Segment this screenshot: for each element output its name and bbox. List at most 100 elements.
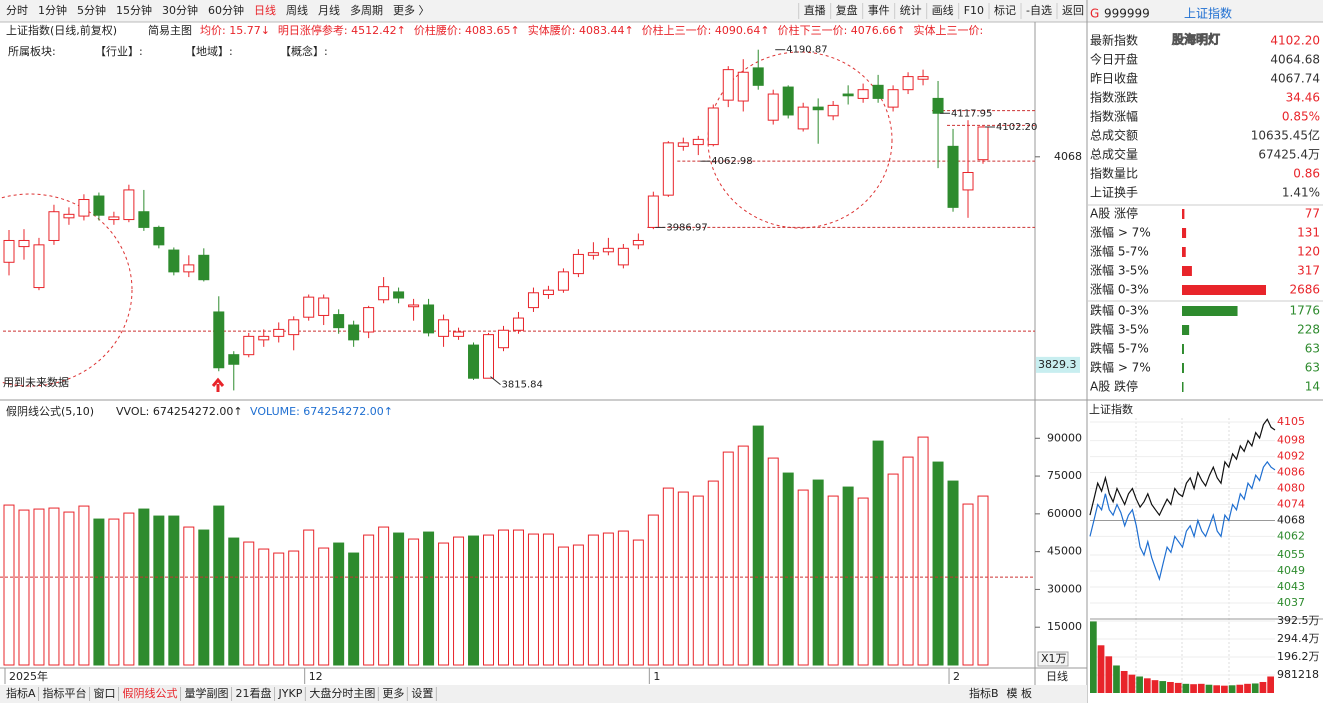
minute-line [1089, 418, 1276, 517]
bottom-tab[interactable]: 大盘分时主图 [309, 686, 375, 700]
candle-body [632, 239, 644, 246]
candle-body [857, 89, 869, 99]
minute-volume [1221, 685, 1228, 693]
period-tab[interactable]: 1分钟 [38, 3, 67, 17]
candle-body [273, 328, 285, 337]
tab-bar [0, 685, 1087, 703]
sector-label: 【概念】: [280, 44, 328, 58]
candle-body [812, 106, 824, 111]
bottom-tab[interactable]: 指标A [6, 686, 36, 700]
candle-body [527, 292, 539, 309]
candle-body [932, 97, 944, 114]
candle-body [108, 216, 120, 221]
breadth-value: 120 [1297, 245, 1320, 259]
tool-button[interactable]: 画线 [932, 3, 954, 17]
code: 999999 [1104, 7, 1150, 21]
volume-bar [662, 487, 674, 666]
volume-bar [138, 508, 150, 666]
period-tab[interactable]: 月线 [318, 3, 340, 17]
quote-value: 67425.4万 [1258, 148, 1320, 162]
price-label: 4062.98 [711, 156, 752, 167]
minute-volume [1097, 645, 1105, 693]
volume-bar [902, 456, 914, 666]
breadth-value: 77 [1305, 207, 1320, 221]
volume-bar [497, 529, 509, 666]
volume-bar [692, 495, 704, 666]
info-item: 明日涨停参考: 4512.42↑ [278, 23, 406, 37]
bottom-tab[interactable]: 假阴线公式 [123, 686, 178, 700]
breadth-label: 涨幅 5-7% [1090, 244, 1149, 259]
bottom-tab[interactable]: 更多 [382, 686, 404, 700]
period-tab[interactable]: 15分钟 [116, 3, 152, 17]
volume-bar [93, 518, 105, 666]
volume-bar [677, 491, 689, 666]
candle-body [483, 334, 495, 379]
bottom-tab[interactable]: JYKP [278, 687, 303, 700]
quote-value: 4064.68 [1270, 53, 1320, 67]
minute-volume [1251, 683, 1259, 693]
volume-bar [153, 515, 165, 666]
tool-button[interactable]: -自选 [1026, 4, 1052, 17]
candle-body [138, 211, 150, 228]
period-tab[interactable]: 60分钟 [208, 3, 244, 17]
period-tab[interactable]: 多周期 [350, 3, 383, 17]
bottom-tab[interactable]: 模 板 [1007, 686, 1033, 700]
sector-label: 【地域】: [185, 45, 233, 58]
minute-volume [1128, 674, 1136, 693]
bottom-tab[interactable]: 量学副图 [185, 686, 229, 700]
tool-button[interactable]: 事件 [868, 4, 890, 17]
candle-body [962, 171, 974, 191]
volume-bar [303, 529, 315, 666]
volume-bar [318, 547, 330, 666]
y-tick-label: 15000 [1047, 620, 1082, 633]
tool-button[interactable]: 直播 [804, 3, 826, 17]
bottom-tab[interactable]: 设置 [411, 687, 433, 700]
breadth-bar [1182, 247, 1186, 257]
breadth-value: 317 [1297, 264, 1320, 278]
bottom-tab[interactable]: 21看盘 [236, 686, 272, 700]
mode: 简易主图 [148, 23, 192, 37]
candle-body [542, 289, 554, 296]
volume-bar [258, 548, 270, 666]
volume-bar [887, 473, 899, 666]
volume-bar [333, 542, 345, 666]
tool-button[interactable]: 统计 [900, 4, 922, 17]
bottom-tab[interactable]: 窗口 [94, 686, 116, 700]
tool-button[interactable]: 标记 [994, 3, 1016, 17]
candle-body [168, 249, 180, 273]
candle-body [557, 271, 569, 291]
quote-label: 最新指数 [1090, 33, 1138, 48]
candle-body [887, 89, 899, 108]
sector-label: 所属板块: [8, 44, 56, 58]
volume-bar [63, 511, 75, 666]
tool-button[interactable]: 复盘 [836, 3, 858, 17]
period-tab[interactable]: 分时 [6, 4, 28, 17]
candle-body [333, 314, 345, 329]
candle-body [722, 69, 734, 101]
period-tab[interactable]: 日线 [254, 3, 276, 17]
toolbar [0, 0, 1323, 22]
candle-body [3, 239, 15, 263]
quote-label: 今日开盘 [1090, 52, 1138, 67]
tool-button[interactable]: 返回 [1062, 4, 1084, 17]
bottom-tab[interactable]: 指标B [969, 686, 999, 700]
label-pointer [490, 376, 501, 385]
period-tab[interactable]: 5分钟 [77, 3, 106, 17]
tool-button[interactable]: F10 [964, 4, 984, 17]
candle-body [123, 189, 135, 221]
y-tick-label: 4062 [1277, 529, 1305, 542]
period-tab[interactable]: 周线 [286, 3, 308, 17]
period-tab[interactable]: 更多 〉 [393, 3, 430, 17]
y-tick-label: 60000 [1047, 507, 1082, 520]
volume-bar [348, 552, 360, 666]
period-tab[interactable]: 30分钟 [162, 3, 198, 17]
volume-bar [977, 495, 989, 666]
candle-body [33, 244, 45, 289]
y-tick-label: 392.5万 [1277, 614, 1320, 627]
cursor-price: 3829.3 [1038, 358, 1077, 371]
volume-bar [408, 538, 420, 666]
candle-body [258, 335, 270, 341]
period: 日线 [1046, 669, 1068, 683]
bottom-tab[interactable]: 指标平台 [43, 686, 87, 700]
candle-body [438, 319, 450, 337]
